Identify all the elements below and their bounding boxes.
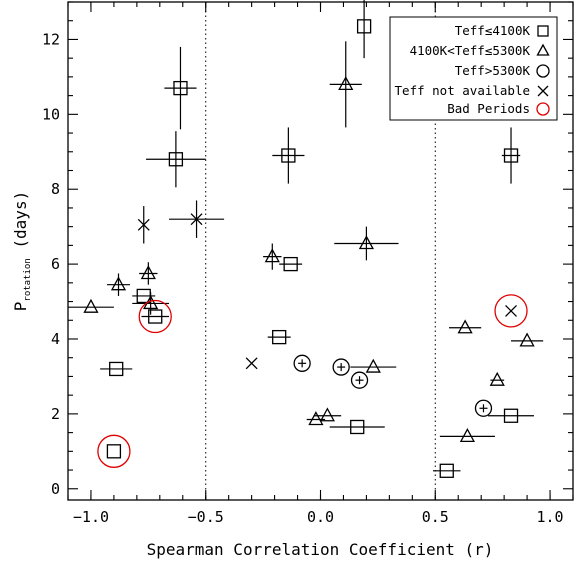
data-point-square [503, 148, 519, 163]
x-tick-label: 0.5 [422, 508, 449, 526]
data-point-triangle [457, 319, 473, 334]
data-point-triangle [459, 427, 476, 442]
data-point-triangle [319, 407, 335, 422]
bad-period-marker [494, 294, 528, 328]
data-point-circle [474, 399, 493, 417]
reference-lines [205, 2, 436, 500]
data-point-circle [332, 358, 350, 376]
axis-ticks: −1.0 −0.5 0.0 0.5 1.0 0 2 4 6 8 10 12 [42, 1, 574, 526]
data-point-square [356, 19, 372, 34]
data-point-square [109, 361, 124, 377]
legend-box [389, 16, 558, 121]
x-tick-label: 1.0 [536, 508, 563, 526]
data-point-triangle [365, 358, 381, 373]
data-point-square [439, 463, 454, 478]
data-point-cross [137, 218, 150, 231]
y-axis-label: Protation (days) [11, 191, 33, 311]
data-point-triangle [140, 265, 156, 280]
bad-period-circles [97, 294, 528, 468]
data-point-cross [245, 357, 258, 370]
data-point-square [350, 419, 365, 435]
data-point-square [148, 309, 163, 324]
data-point-triangle [519, 332, 535, 347]
data-point-triangle [358, 235, 375, 250]
legend-label: Teff>5300K [455, 63, 531, 78]
x-axis-label: Spearman Correlation Coefficient (r) [147, 540, 494, 559]
data-point-square [173, 80, 188, 96]
data-point-square [106, 444, 122, 459]
data-point-cross [505, 304, 517, 317]
legend-marker-circle [536, 64, 550, 78]
legend-label: 4100K<Teff≤5300K [410, 43, 531, 58]
data-point-triangle [338, 76, 354, 91]
legend: Teff≤4100K 4100K<Teff≤5300K Teff>5300K T… [389, 16, 558, 121]
y-tick-label: 8 [51, 180, 60, 198]
legend-marker-bad [536, 102, 550, 116]
legend-marker-square [537, 25, 549, 37]
data-point-triangle [83, 298, 99, 313]
data-point-cross [190, 213, 203, 226]
y-tick-label: 12 [42, 30, 60, 48]
data-point-square [283, 256, 298, 272]
legend-marker-triangle [536, 43, 550, 56]
y-tick-label: 0 [51, 480, 60, 498]
bad-period-marker [97, 434, 131, 468]
legend-label: Teff not available [395, 83, 530, 98]
bad-period-marker [138, 299, 172, 334]
data-point-triangle [264, 248, 280, 263]
data-markers [83, 19, 535, 478]
data-point-square [503, 408, 519, 423]
x-tick-label: 0.0 [307, 508, 334, 526]
data-point-triangle [110, 276, 127, 291]
y-tick-label: 4 [51, 330, 60, 348]
data-point-triangle [489, 371, 505, 386]
data-point-square [281, 148, 296, 163]
data-point-circle [350, 371, 369, 389]
y-tick-label: 10 [42, 105, 60, 123]
legend-marker-cross [537, 85, 549, 97]
data-point-square [168, 152, 184, 167]
legend-label: Teff≤4100K [455, 23, 531, 38]
x-tick-label: −1.0 [73, 508, 109, 526]
data-point-triangle [308, 411, 324, 426]
x-tick-label: −0.5 [188, 508, 224, 526]
y-tick-label: 6 [51, 255, 60, 273]
data-point-circle [293, 354, 311, 372]
data-point-square [272, 329, 287, 345]
y-tick-label: 2 [51, 405, 60, 423]
legend-label: Bad Periods [447, 101, 530, 116]
